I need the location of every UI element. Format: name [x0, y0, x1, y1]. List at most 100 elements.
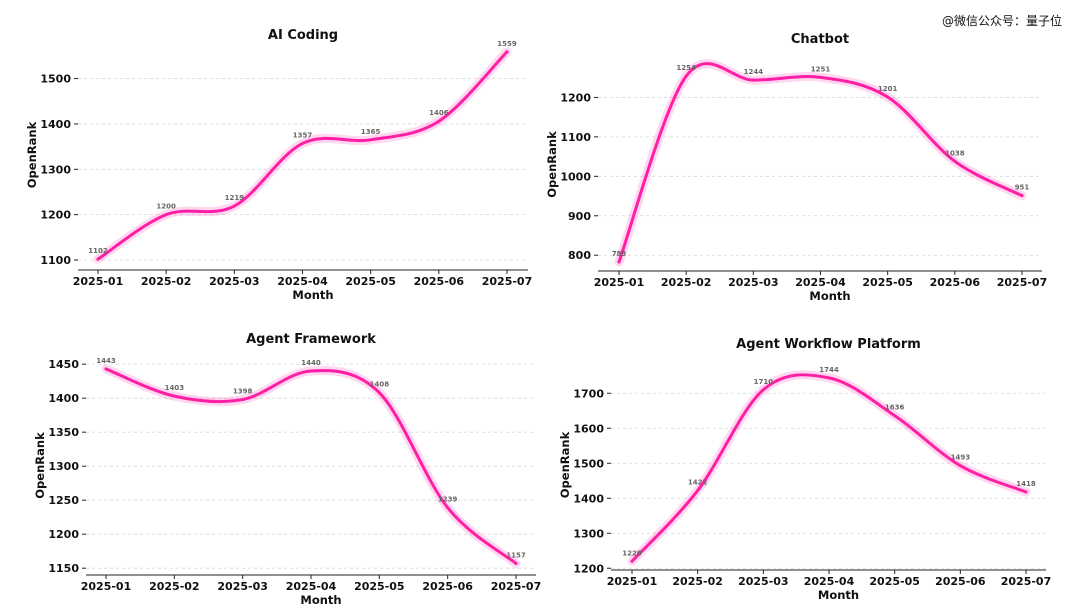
- y-tick-label: 1300: [48, 460, 79, 473]
- y-tick-label: 1200: [48, 528, 79, 541]
- y-axis-label: OpenRank: [25, 121, 39, 188]
- data-point: [369, 138, 373, 142]
- y-tick-label: 1400: [48, 392, 79, 405]
- data-label: 783: [612, 250, 627, 258]
- data-label: 1493: [951, 454, 971, 462]
- data-label: 1406: [429, 109, 449, 117]
- data-label: 951: [1015, 184, 1030, 192]
- y-tick-label: 1200: [560, 91, 591, 104]
- y-tick-label: 1150: [48, 562, 79, 575]
- x-tick-label: 2025-06: [930, 276, 981, 289]
- y-tick-label: 1450: [48, 358, 79, 371]
- data-point: [819, 75, 822, 79]
- series-line-glow: [93, 47, 512, 264]
- chart-title: Agent Framework: [246, 332, 376, 347]
- x-tick-label: 2025-05: [869, 575, 920, 588]
- x-tick-label: 2025-01: [73, 275, 124, 288]
- data-point: [172, 394, 176, 398]
- data-label: 1403: [165, 384, 185, 392]
- y-tick-label: 1200: [573, 562, 604, 575]
- x-tick-label: 2025-06: [935, 575, 986, 588]
- data-label: 1220: [622, 549, 642, 557]
- chart-panel-2: Chatbot 800 900 1000 1100 1200 2025-01 2025-02 2…: [545, 32, 1047, 303]
- data-point: [684, 74, 688, 78]
- chart-title: Agent Workflow Platform: [736, 337, 921, 352]
- y-tick-label: 1300: [573, 527, 604, 540]
- data-point: [958, 464, 962, 468]
- y-tick-label: 1100: [40, 254, 71, 267]
- data-label: 1744: [819, 366, 839, 374]
- series-line-glow: [614, 59, 1027, 267]
- x-tick-label: 2025-07: [491, 580, 542, 593]
- data-point: [164, 213, 168, 217]
- watermark: @微信公众号：量子位: [941, 14, 1062, 28]
- data-point: [104, 367, 108, 371]
- data-point: [953, 159, 957, 163]
- data-label: 1357: [293, 131, 313, 139]
- y-tick-label: 1700: [573, 387, 604, 400]
- data-point: [241, 398, 245, 402]
- data-point: [761, 388, 765, 392]
- x-tick-label: 2025-01: [594, 276, 645, 289]
- data-label: 1440: [301, 359, 321, 367]
- x-tick-label: 2025-05: [862, 276, 913, 289]
- y-axis-label: OpenRank: [558, 431, 572, 498]
- y-tick-label: 900: [568, 210, 591, 223]
- x-tick-label: 2025-02: [149, 580, 200, 593]
- data-label: 1408: [370, 381, 390, 389]
- data-point: [96, 257, 100, 261]
- x-tick-label: 2025-07: [482, 275, 533, 288]
- chart-panel-4: Agent Workflow Platform 1200 1300 1400 1500 1…: [558, 337, 1051, 602]
- x-tick-label: 2025-04: [804, 575, 855, 588]
- data-point: [827, 376, 831, 380]
- y-axis-label: OpenRank: [33, 432, 47, 499]
- data-point: [309, 369, 313, 373]
- data-label: 1244: [744, 68, 764, 76]
- data-label: 1559: [497, 40, 517, 48]
- x-tick-label: 2025-03: [217, 580, 268, 593]
- x-tick-label: 2025-04: [277, 275, 328, 288]
- data-point: [301, 141, 304, 145]
- data-label: 1038: [945, 149, 965, 157]
- x-axis-label: Month: [300, 593, 341, 607]
- x-axis-label: Month: [809, 289, 850, 303]
- data-label: 1636: [885, 404, 905, 412]
- data-label: 1365: [361, 128, 381, 136]
- y-tick-label: 1300: [40, 163, 71, 176]
- x-tick-label: 2025-03: [728, 276, 779, 289]
- y-tick-label: 1350: [48, 426, 79, 439]
- data-label: 1443: [96, 357, 116, 365]
- x-axis-label: Month: [818, 588, 859, 602]
- y-tick-label: 1000: [560, 170, 591, 183]
- data-point: [696, 489, 700, 493]
- x-tick-label: 2025-07: [1001, 575, 1052, 588]
- y-tick-label: 1250: [48, 494, 79, 507]
- y-tick-label: 1500: [573, 457, 604, 470]
- y-tick-label: 1500: [40, 73, 71, 86]
- x-tick-label: 2025-06: [422, 580, 473, 593]
- data-point: [437, 119, 441, 123]
- y-tick-label: 800: [568, 249, 591, 262]
- chart-panel-3: Agent Framework 1150 1200 1250 1300 1350 1400 1…: [33, 332, 541, 607]
- data-label: 1398: [233, 388, 253, 396]
- x-tick-label: 2025-02: [141, 275, 192, 288]
- x-tick-label: 2025-06: [414, 275, 465, 288]
- data-point: [751, 78, 755, 82]
- series-line: [96, 50, 509, 261]
- data-label: 1157: [506, 551, 526, 559]
- chart-title: AI Coding: [268, 28, 338, 43]
- y-tick-label: 1400: [40, 118, 71, 131]
- y-tick-label: 1600: [573, 422, 604, 435]
- data-label: 1710: [754, 378, 774, 386]
- x-tick-label: 2025-05: [354, 580, 405, 593]
- x-tick-label: 2025-01: [81, 580, 132, 593]
- data-point: [377, 391, 381, 395]
- x-tick-label: 2025-03: [209, 275, 260, 288]
- data-point: [893, 414, 897, 418]
- x-tick-label: 2025-01: [607, 575, 658, 588]
- data-point: [232, 204, 236, 208]
- data-point: [617, 260, 621, 264]
- x-tick-label: 2025-04: [795, 276, 846, 289]
- data-label: 1200: [156, 203, 176, 211]
